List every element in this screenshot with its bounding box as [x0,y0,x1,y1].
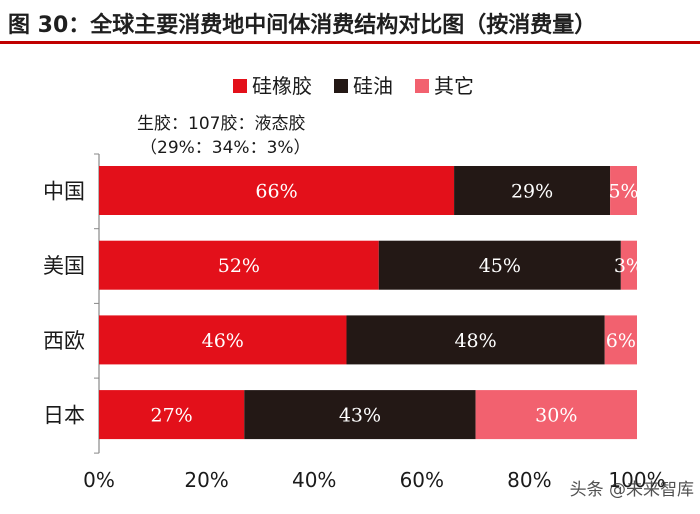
x-tick-label-4: 80% [507,468,551,492]
annotation-line-2: （29%：34%：3%） [140,138,311,158]
legend-swatch-0 [233,79,247,93]
bar-0-1 [454,166,611,215]
bar-3-1 [244,390,476,440]
watermark: 头条 @未来智库 [569,480,694,500]
category-label-0: 中国 [43,180,85,204]
bar-1-1 [378,240,621,290]
legend-swatch-2 [415,79,429,93]
title-bar: 图 30：全球主要消费地中间体消费结构对比图（按消费量） [0,0,700,44]
bar-1-2 [620,240,637,290]
legend-label-1: 硅油 [353,74,393,98]
bar-1-0 [99,240,379,290]
data-label-2-1: 48% [454,330,496,352]
bar-0-2 [610,166,637,215]
data-label-1-2: 3% [614,255,644,277]
x-tick-label-1: 20% [184,468,228,492]
bar-0-0 [99,166,455,215]
annotation-line-1: 生胶：107胶：液态胶 [137,114,305,134]
x-tick-label-5: 100% [608,468,665,492]
category-label-2: 西欧 [43,329,85,353]
data-label-0-2: 5% [608,181,638,203]
legend-label-2: 其它 [434,74,474,98]
x-tick-label-3: 60% [400,468,444,492]
data-label-2-0: 46% [202,330,244,352]
page-title: 图 30：全球主要消费地中间体消费结构对比图（按消费量） [8,13,597,38]
data-label-1-0: 52% [218,255,260,277]
data-label-3-0: 27% [151,405,193,427]
category-label-1: 美国 [43,254,85,278]
bar-2-2 [604,315,637,365]
data-label-0-1: 29% [511,181,553,203]
category-label-3: 日本 [43,404,85,428]
legend-label-0: 硅橡胶 [252,74,312,98]
legend-swatch-1 [334,79,348,93]
bar-3-0 [99,390,245,440]
data-label-0-0: 66% [255,181,297,203]
data-label-3-1: 43% [339,405,381,427]
x-tick-label-0: 0% [83,468,115,492]
bar-2-1 [346,315,605,365]
data-label-2-2: 6% [606,330,636,352]
x-tick-label-2: 40% [292,468,336,492]
bar-3-2 [475,390,637,440]
data-label-3-2: 30% [535,405,577,427]
data-label-1-1: 45% [479,255,521,277]
bar-2-0 [99,315,347,365]
